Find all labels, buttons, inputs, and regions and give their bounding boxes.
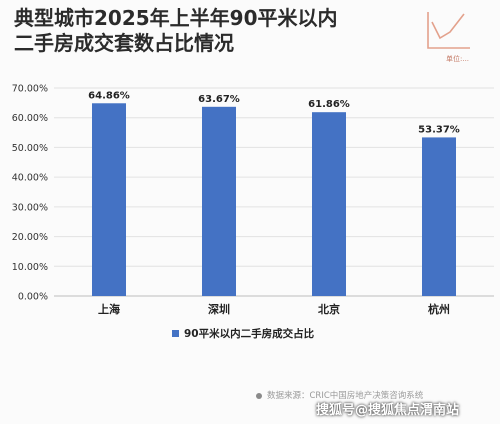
legend-swatch [172, 330, 179, 337]
bar [92, 103, 126, 297]
trend-chart-icon [427, 12, 470, 49]
bar [202, 106, 236, 296]
data-label: 61.86% [308, 99, 350, 110]
data-label: 63.67% [198, 94, 240, 105]
watermark: 搜狐号@搜狐焦点渭南站 [316, 403, 460, 418]
y-tick-label: 60.00% [12, 113, 48, 124]
y-tick-label: 10.00% [12, 262, 48, 273]
data-label: 64.86% [88, 90, 130, 101]
y-tick-label: 50.00% [12, 143, 48, 154]
bar [312, 112, 346, 296]
data-label: 53.37% [418, 124, 460, 135]
x-tick-label: 杭州 [428, 302, 450, 316]
chart-title-line-2: 二手房成交套数占比情况 [14, 31, 234, 55]
y-tick-label: 20.00% [12, 232, 48, 243]
y-tick-label: 0.00% [18, 292, 48, 303]
source-text: 数据来源：CRIC中国房地产决策咨询系统 [267, 391, 424, 401]
x-tick-label: 北京 [318, 302, 340, 316]
chart-title: 典型城市2025年上半年90平米以内 二手房成交套数占比情况 [14, 6, 394, 56]
x-tick-label: 深圳 [208, 302, 230, 316]
x-tick-label: 上海 [98, 302, 120, 316]
bar [422, 137, 456, 296]
chart-title-line-1: 典型城市2025年上半年90平米以内 [14, 6, 338, 30]
y-tick-label: 30.00% [12, 202, 48, 213]
y-tick-label: 40.00% [12, 173, 48, 184]
y-tick-label: 70.00% [12, 84, 48, 95]
source-note: 数据来源：CRIC中国房地产决策咨询系统 [256, 389, 423, 401]
bullet-icon [256, 392, 262, 399]
unit-label: 单位:... [446, 55, 470, 63]
legend-label: 90平米以内二手房成交占比 [184, 327, 315, 340]
